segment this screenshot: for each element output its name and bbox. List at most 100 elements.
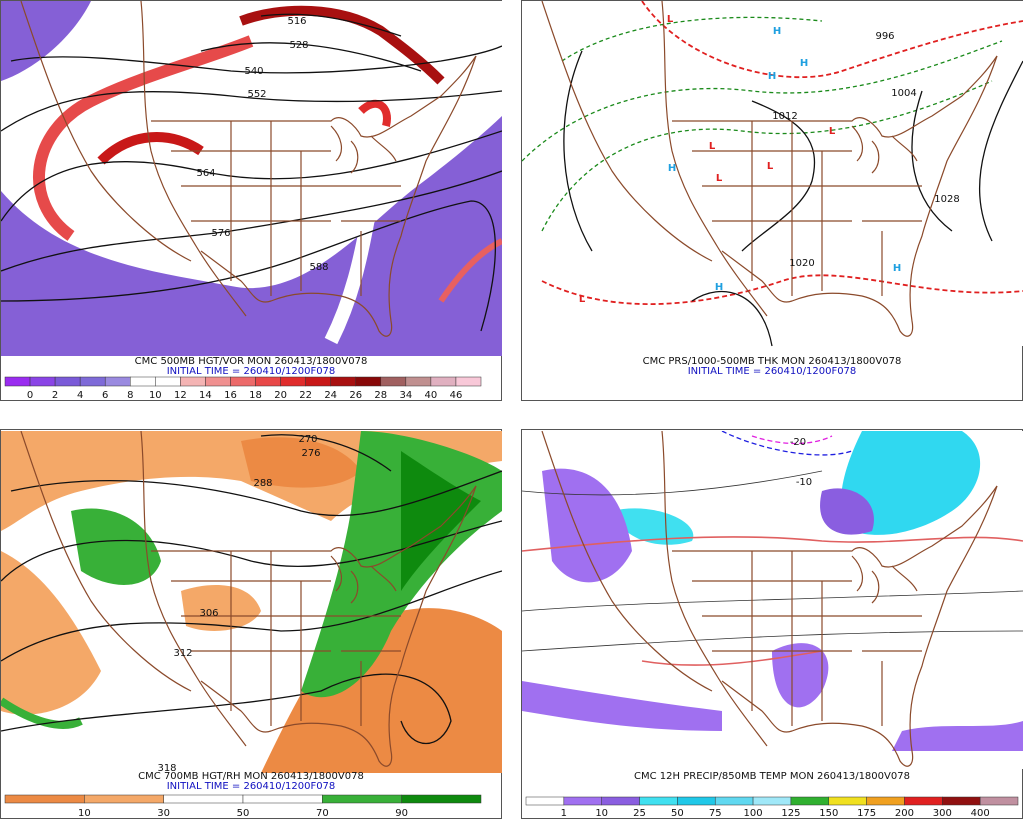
colorbar-swatch	[79, 376, 106, 387]
colorbar-label: 200	[895, 808, 914, 819]
contour-label: 564	[196, 168, 215, 179]
colorbar-swatch	[405, 376, 432, 387]
colorbar-swatch	[163, 794, 244, 804]
colorbar-label: 1	[561, 808, 567, 819]
height-contour	[10, 45, 502, 74]
colorbar-label: 40	[425, 390, 438, 401]
colorbar-swatch	[828, 796, 867, 806]
rh-fill	[71, 508, 161, 585]
rh-fill	[181, 585, 261, 631]
panel-title: CMC 700MB HGT/RH MON 260413/1800V078	[138, 771, 364, 782]
precip-fill	[892, 721, 1023, 751]
colorbar-label: 10	[78, 808, 91, 819]
pressure-center: L	[667, 14, 674, 25]
colorbar-swatch	[714, 796, 754, 806]
colorbar-label: 0	[27, 390, 33, 401]
panel-title: CMC 12H PRECIP/850MB TEMP MON 260413/180…	[634, 771, 910, 782]
colorbar-swatch	[677, 796, 716, 806]
colorbar-label: 24	[324, 390, 337, 401]
height-contour	[200, 42, 422, 72]
height-contour	[260, 13, 402, 37]
temp-contour	[751, 435, 833, 445]
colorbar-swatch	[355, 376, 382, 387]
colorbar-label: 22	[299, 390, 312, 401]
colorbar-swatch	[104, 376, 131, 387]
freezing-line	[522, 536, 1023, 552]
colorbar-swatch	[180, 376, 206, 387]
isobar	[741, 100, 816, 252]
colorbar-label: 50	[671, 808, 684, 819]
colorbar-swatch	[130, 376, 156, 387]
colorbar-label: 10	[595, 808, 608, 819]
isobar	[979, 60, 1023, 242]
colorbar-label: 14	[199, 390, 212, 401]
colorbar-label: 90	[395, 808, 408, 819]
height-contour	[1, 520, 502, 582]
isobar	[911, 90, 953, 232]
contour-label: 588	[309, 262, 328, 273]
precip-fill	[612, 508, 694, 545]
colorbar-swatch	[54, 376, 81, 387]
colorbar-label: 25	[633, 808, 646, 819]
colorbar-swatch	[330, 376, 356, 387]
colorbar-swatch	[280, 376, 306, 387]
colorbar-label: 300	[933, 808, 952, 819]
height-contour	[1, 570, 502, 662]
precip-fill	[772, 643, 829, 708]
colorbar-label: 30	[157, 808, 170, 819]
map-background	[522, 1, 1023, 346]
map-vorticity	[1, 1, 502, 356]
contour-label: 996	[875, 31, 894, 42]
contour-label: 576	[211, 228, 230, 239]
precip-fill	[841, 431, 981, 535]
rh-fill	[261, 608, 502, 773]
contour-label: 306	[199, 608, 218, 619]
colorbar-label: 28	[374, 390, 387, 401]
contour-label: 1012	[772, 111, 797, 122]
colorbar-swatch	[601, 796, 640, 806]
colorbar-label: 400	[971, 808, 990, 819]
thickness-contour	[541, 80, 993, 232]
colorbar-label: 75	[709, 808, 722, 819]
isobar	[563, 50, 593, 252]
colorbar-swatch	[790, 796, 830, 806]
height-contour	[1, 673, 452, 745]
thickness-contour	[561, 16, 823, 62]
colorbar-swatch	[322, 794, 402, 804]
vorticity-fill	[1, 1, 91, 81]
pressure-center: H	[893, 263, 901, 274]
pressure-center: L	[716, 173, 723, 184]
colorbar-label: 175	[857, 808, 876, 819]
colorbar-swatch	[4, 794, 85, 804]
colorbar-swatch	[230, 376, 256, 387]
colorbar-swatch	[380, 376, 407, 387]
colorbar-swatch	[979, 796, 1019, 806]
thickness-contour	[541, 274, 1023, 305]
height-contour	[10, 470, 502, 517]
colorbar-label: 6	[102, 390, 108, 401]
rh-fill	[1, 697, 83, 729]
contour-label: -20	[790, 437, 806, 448]
contour-label: 528	[289, 40, 308, 51]
colorbar-label: 12	[174, 390, 187, 401]
height-contour	[1, 90, 502, 132]
colorbar-label: 10	[149, 390, 162, 401]
temp-contour	[641, 650, 823, 666]
colorbar-swatch	[29, 376, 56, 387]
isobar	[691, 290, 773, 347]
pressure-center: H	[773, 26, 781, 37]
colorbar-swatch	[4, 376, 31, 387]
precip-fill	[522, 681, 722, 731]
contour-label: 312	[173, 648, 192, 659]
contour-label: 1028	[934, 194, 959, 205]
pressure-center: H	[668, 163, 676, 174]
contour-label: 552	[247, 89, 266, 100]
colorbar-label: 2	[52, 390, 58, 401]
pressure-center: L	[767, 161, 774, 172]
colorbar-swatch	[866, 796, 905, 806]
colorbar-swatch	[639, 796, 678, 806]
colorbar-swatch	[155, 376, 181, 387]
pressure-center: H	[800, 58, 808, 69]
rh-fill	[1, 551, 101, 715]
